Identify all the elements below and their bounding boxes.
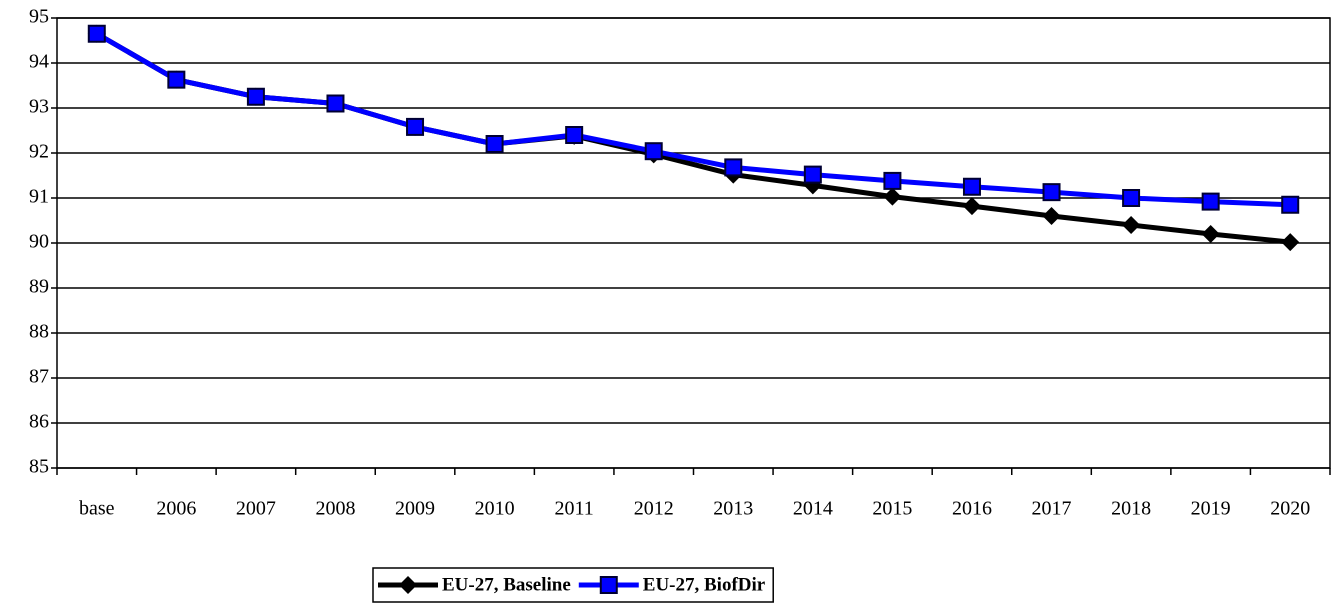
marker [803,165,822,184]
marker [599,576,618,594]
marker [246,87,265,106]
y-tick-label: 94 [29,51,49,73]
marker [485,135,504,153]
legend: EU-27, Baseline EU-27, BiofDir [372,567,774,603]
marker [724,158,743,177]
marker [1281,233,1300,252]
legend-box [372,567,774,603]
y-tick-label: 90 [29,231,49,253]
x-tick-label: 2014 [793,498,833,520]
x-tick-label: 2017 [1032,498,1072,520]
marker [644,142,663,161]
x-tick-label: 2013 [713,498,753,520]
marker [87,24,106,43]
x-tick-label: base [79,498,115,520]
marker [1201,192,1220,211]
x-tick-label: 2010 [475,498,515,520]
y-tick-label: 88 [29,321,49,343]
marker [1122,189,1141,207]
x-tick-label: 2008 [315,498,355,520]
legend-label: EU-27, Baseline [442,574,571,595]
x-tick-label: 2015 [872,498,912,520]
y-tick-label: 89 [29,276,49,298]
marker [962,177,981,196]
y-tick-label: 87 [29,366,49,388]
marker [326,94,345,113]
marker [1042,183,1061,202]
x-tick-label: 2011 [555,498,594,520]
marker [883,171,902,190]
y-tick-label: 91 [29,186,49,208]
x-tick-label: 2019 [1191,498,1231,520]
x-tick-label: 2020 [1270,498,1310,520]
marker [406,117,425,136]
marker [399,576,417,594]
y-tick-label: 95 [29,6,49,28]
x-tick-label: 2009 [395,498,435,520]
marker [167,70,186,89]
x-tick-label: 2007 [236,498,276,520]
marker [565,126,584,144]
x-tick-label: 2016 [952,498,992,520]
x-tick-label: 2018 [1111,498,1151,520]
marker [1281,195,1300,214]
x-tick-label: 2012 [634,498,674,520]
legend-label: EU-27, BiofDir [643,574,766,595]
marker [1042,207,1061,225]
y-tick-label: 86 [29,411,49,433]
marker [1122,216,1141,234]
marker [883,187,902,206]
series-line [95,31,1291,245]
y-tick-label: 93 [29,96,49,118]
x-tick-label: 2006 [156,498,196,520]
marker [962,197,981,216]
y-tick-label: 92 [29,141,49,163]
y-tick-label: 85 [29,456,49,478]
series-line [95,31,1291,208]
marker [1201,225,1220,243]
